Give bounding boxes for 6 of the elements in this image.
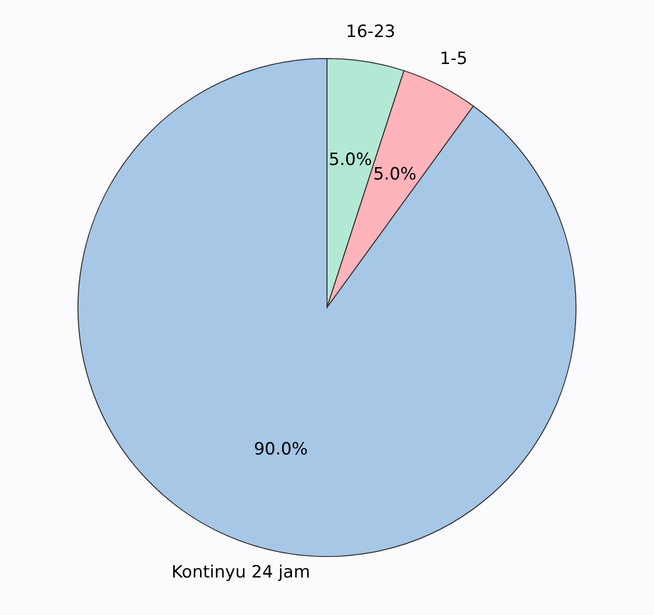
slice-label: Kontinyu 24 jam bbox=[172, 562, 310, 583]
slice-label: 16-23 bbox=[346, 22, 396, 42]
data-label: 5.0% bbox=[373, 164, 416, 184]
data-label: 90.0% bbox=[254, 440, 308, 460]
data-label: 5.0% bbox=[328, 150, 372, 170]
slice-label: 1-5 bbox=[440, 49, 468, 70]
